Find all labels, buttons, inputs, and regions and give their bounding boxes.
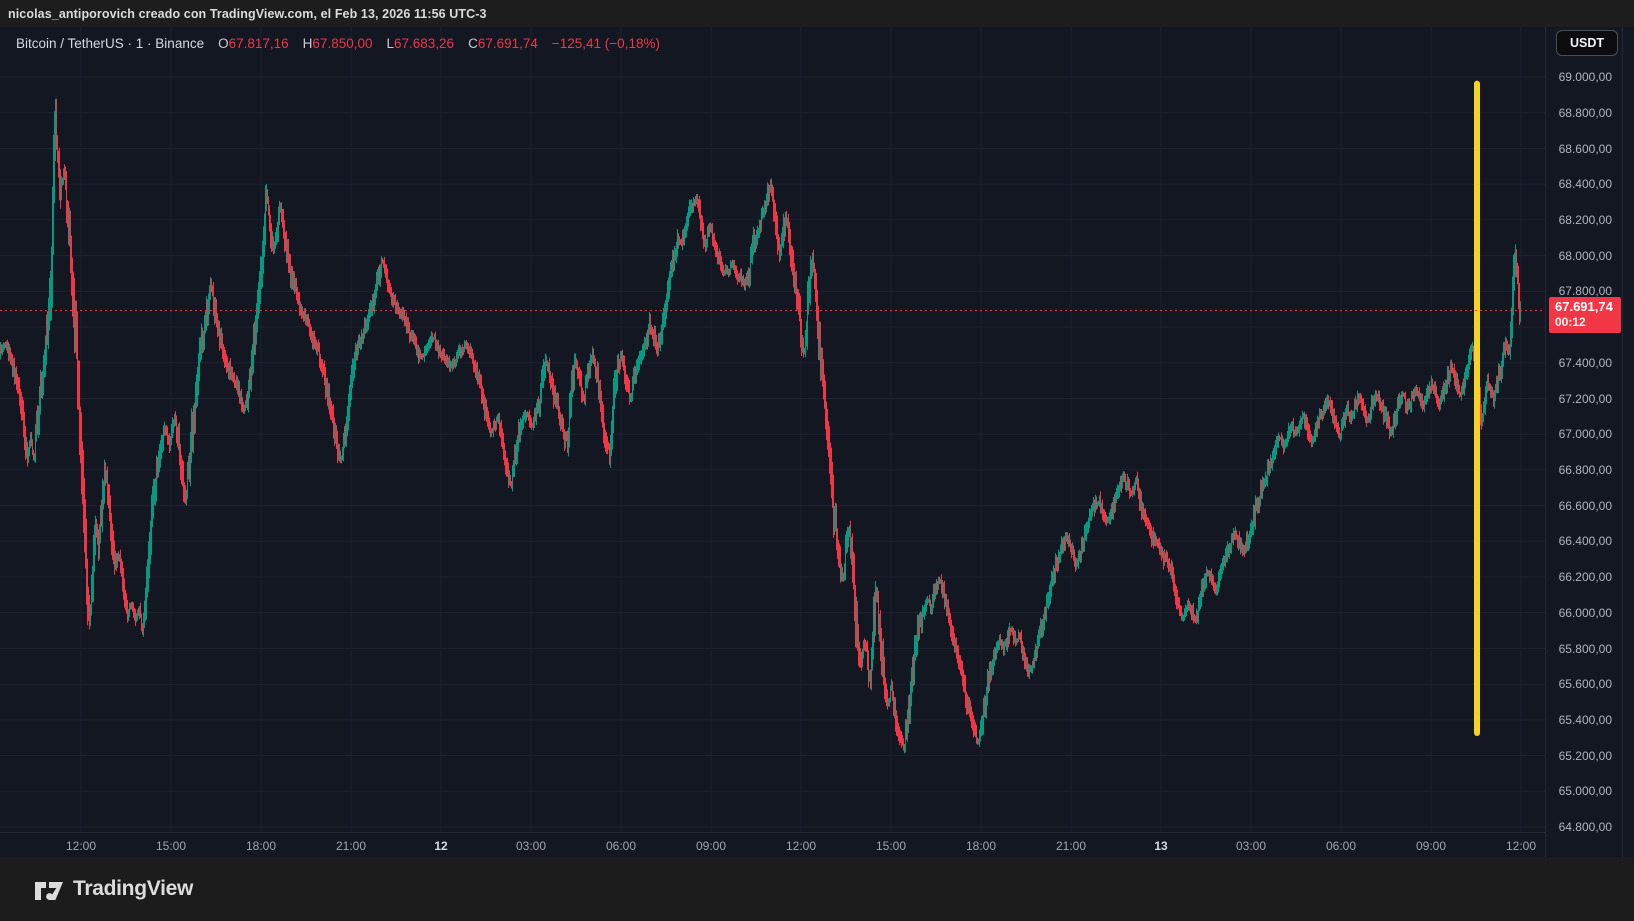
- time-axis-label: 15:00: [875, 839, 907, 853]
- tradingview-logo-icon: [35, 882, 63, 900]
- time-axis-date-label: 12: [434, 839, 448, 853]
- price-axis-label: 65.200,00: [1558, 748, 1612, 763]
- time-axis-date-label: 13: [1154, 839, 1168, 853]
- symbol-legend[interactable]: Bitcoin / TetherUS · 1 · Binance O67.817…: [16, 33, 660, 53]
- current-price-tag[interactable]: 67.691,74 00:12: [1549, 296, 1621, 333]
- ohlc-low: L67.683,26: [386, 35, 455, 51]
- tradingview-logo[interactable]: TradingView: [34, 877, 193, 901]
- time-axis-label: 06:00: [1325, 839, 1357, 853]
- price-axis-label: 66.000,00: [1558, 605, 1612, 620]
- price-axis-label: 64.800,00: [1558, 820, 1612, 834]
- candles-down[interactable]: [1, 98, 1520, 751]
- price-axis[interactable]: USDT 67.691,74 00:12 69.000,00 68.800,00 6…: [1545, 27, 1634, 857]
- candles-up[interactable]: [0, 98, 1521, 754]
- time-axis[interactable]: 12:00 15:00 18:00 21:00 12 03:00 06:00 09:00 12:…: [0, 832, 1545, 857]
- time-axis-label: 15:00: [155, 839, 187, 853]
- attribution-bar: nicolas_antiporovich creado con TradingV…: [0, 0, 1634, 27]
- price-axis-label: 66.600,00: [1558, 498, 1612, 513]
- time-axis-label: 09:00: [1415, 839, 1447, 853]
- price-axis-label: 68.200,00: [1558, 212, 1612, 227]
- price-axis-label: 67.000,00: [1558, 427, 1612, 442]
- grid-lines: [0, 27, 1545, 832]
- currency-toggle-button[interactable]: USDT: [1556, 30, 1618, 56]
- symbol-title[interactable]: Bitcoin / TetherUS · 1 · Binance: [16, 35, 205, 51]
- price-axis-label: 69.000,00: [1558, 70, 1612, 84]
- price-axis-label: 67.400,00: [1558, 355, 1612, 370]
- price-axis-label: 66.800,00: [1558, 462, 1612, 477]
- price-axis-label: 68.400,00: [1558, 177, 1612, 192]
- time-axis-label: 18:00: [965, 839, 997, 853]
- footer-bar: TradingView: [0, 857, 1634, 921]
- price-axis-label: 67.200,00: [1558, 391, 1612, 406]
- time-axis-label: 12:00: [65, 839, 97, 853]
- tradingview-logo-text: TradingView: [73, 877, 194, 900]
- current-price-value: 67.691,74: [1555, 298, 1613, 314]
- time-axis-label: 03:00: [1235, 839, 1267, 853]
- ohlc-high: H67.850,00: [302, 35, 373, 51]
- price-axis-label: 65.400,00: [1558, 712, 1612, 727]
- price-axis-label: 65.800,00: [1558, 641, 1612, 656]
- price-axis-label: 66.200,00: [1558, 570, 1612, 584]
- time-axis-label: 12:00: [785, 839, 817, 853]
- chart-canvas[interactable]: [0, 27, 1545, 832]
- attribution-text: nicolas_antiporovich creado con TradingV…: [8, 6, 487, 21]
- price-axis-label: 65.600,00: [1558, 677, 1612, 692]
- price-axis-label: 66.400,00: [1558, 534, 1612, 549]
- ohlc-close: C67.691,74: [468, 35, 538, 51]
- bar-countdown: 00:12: [1555, 314, 1586, 329]
- time-axis-label: 12:00: [1505, 839, 1537, 853]
- time-axis-label: 03:00: [515, 839, 547, 853]
- time-axis-label: 09:00: [695, 839, 727, 853]
- price-axis-label: 68.000,00: [1558, 248, 1612, 263]
- chart-panel[interactable]: Bitcoin / TetherUS · 1 · Binance O67.817…: [0, 27, 1545, 857]
- price-axis-label: 68.600,00: [1558, 141, 1612, 156]
- time-axis-label: 06:00: [605, 839, 637, 853]
- change-value: −125,41 (−0,18%): [551, 35, 660, 51]
- time-axis-label: 21:00: [335, 839, 367, 853]
- price-axis-label: 68.800,00: [1558, 105, 1612, 120]
- time-axis-label: 18:00: [245, 839, 277, 853]
- time-axis-label: 21:00: [1055, 839, 1087, 853]
- candlestick-plot[interactable]: Bitcoin / TetherUS · 1 · Binance O67.817…: [0, 27, 1545, 832]
- price-axis-label: 65.000,00: [1558, 784, 1612, 799]
- ohlc-open: O67.817,16: [218, 35, 289, 51]
- vertical-line-drawing[interactable]: [1474, 80, 1480, 737]
- price-axis-label: 67.800,00: [1558, 284, 1612, 299]
